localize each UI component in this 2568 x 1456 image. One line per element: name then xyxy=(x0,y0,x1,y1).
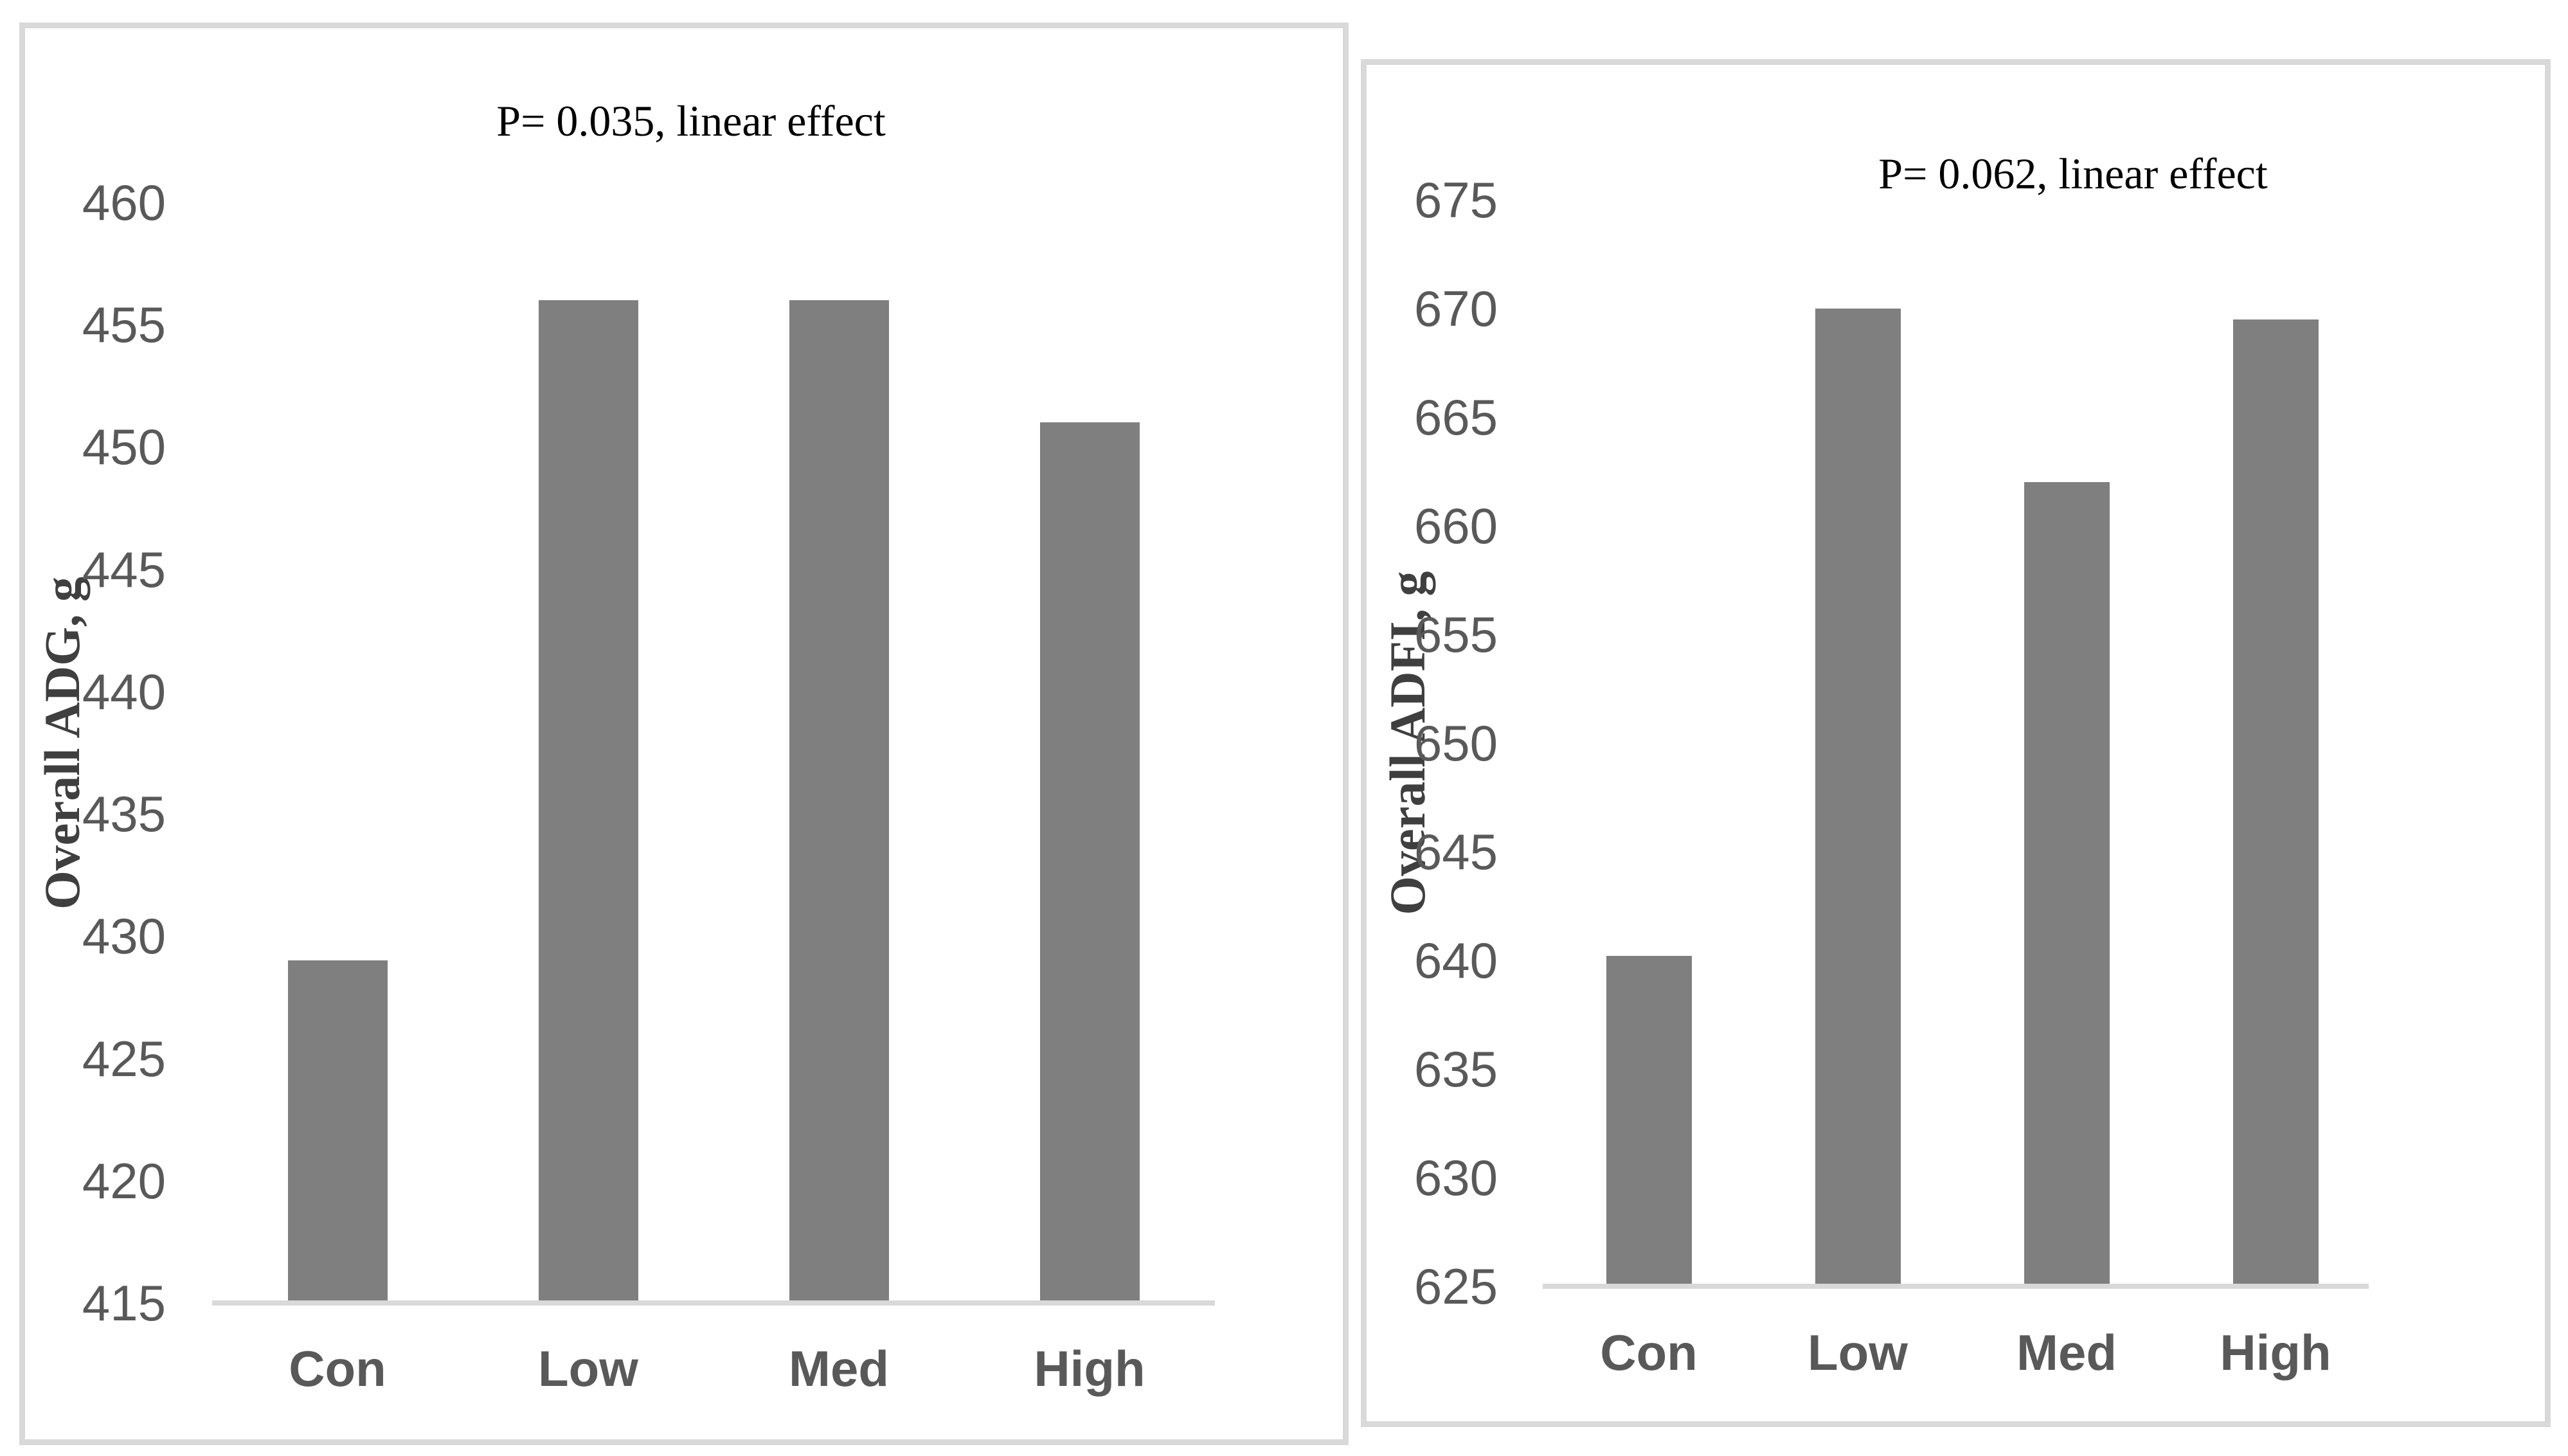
y-tick-label-430: 430 xyxy=(82,908,166,965)
bar-med xyxy=(789,300,889,1300)
y-tick-label-445: 445 xyxy=(82,541,166,598)
y-tick-label-630: 630 xyxy=(1414,1149,1498,1206)
adg-chart-title: P= 0.035, linear effect xyxy=(496,96,886,145)
adfi-chart-panel: P= 0.062, linear effect Overall ADFI, g … xyxy=(1361,59,2551,1427)
bar-high xyxy=(1039,422,1140,1300)
y-tick-label-635: 635 xyxy=(1414,1041,1498,1097)
y-tick-label-425: 425 xyxy=(82,1030,166,1087)
x-tick-label-low: Low xyxy=(1808,1324,1908,1381)
bar-med xyxy=(2024,482,2110,1284)
bar-high xyxy=(2232,319,2319,1284)
y-tick-label-460: 460 xyxy=(82,174,166,231)
adfi-chart-title: P= 0.062, linear effect xyxy=(1878,149,2268,198)
x-tick-label-high: High xyxy=(2220,1324,2331,1381)
y-tick-label-665: 665 xyxy=(1414,389,1498,445)
bar-con xyxy=(1606,956,1692,1284)
y-tick-label-645: 645 xyxy=(1414,823,1498,880)
y-tick-label-660: 660 xyxy=(1414,498,1498,554)
y-tick-label-655: 655 xyxy=(1414,606,1498,663)
bar-con xyxy=(287,960,388,1300)
y-tick-label-670: 670 xyxy=(1414,280,1498,337)
adfi-plot-area: 625 630 635 640 645 650 655 660 665 670 675 Con Low M… xyxy=(1367,65,2545,1421)
x-tick-label-med: Med xyxy=(789,1340,889,1397)
adg-chart-panel: P= 0.035, linear effect Overall ADG, g 4… xyxy=(19,22,1349,1445)
y-tick-label-625: 625 xyxy=(1414,1258,1498,1315)
y-tick-label-640: 640 xyxy=(1414,932,1498,989)
x-axis-line xyxy=(1543,1284,2369,1289)
adg-plot-area: 415 420 425 430 435 440 445 450 455 460 Con Low Med H… xyxy=(25,28,1343,1439)
y-tick-label-420: 420 xyxy=(82,1152,166,1209)
bar-low xyxy=(1815,309,1901,1284)
bar-low xyxy=(538,300,638,1300)
x-tick-label-med: Med xyxy=(2016,1324,2117,1381)
y-tick-label-675: 675 xyxy=(1414,172,1498,228)
y-tick-label-415: 415 xyxy=(82,1275,166,1331)
x-tick-label-con: Con xyxy=(289,1340,386,1397)
x-tick-label-high: High xyxy=(1034,1340,1145,1397)
y-tick-label-455: 455 xyxy=(82,296,166,354)
x-tick-label-low: Low xyxy=(538,1340,638,1397)
x-tick-label-con: Con xyxy=(1600,1324,1698,1381)
y-tick-label-450: 450 xyxy=(82,418,166,476)
y-tick-label-440: 440 xyxy=(82,663,166,720)
y-tick-label-435: 435 xyxy=(82,786,166,843)
x-axis-line xyxy=(212,1300,1215,1306)
y-tick-label-650: 650 xyxy=(1414,715,1498,771)
